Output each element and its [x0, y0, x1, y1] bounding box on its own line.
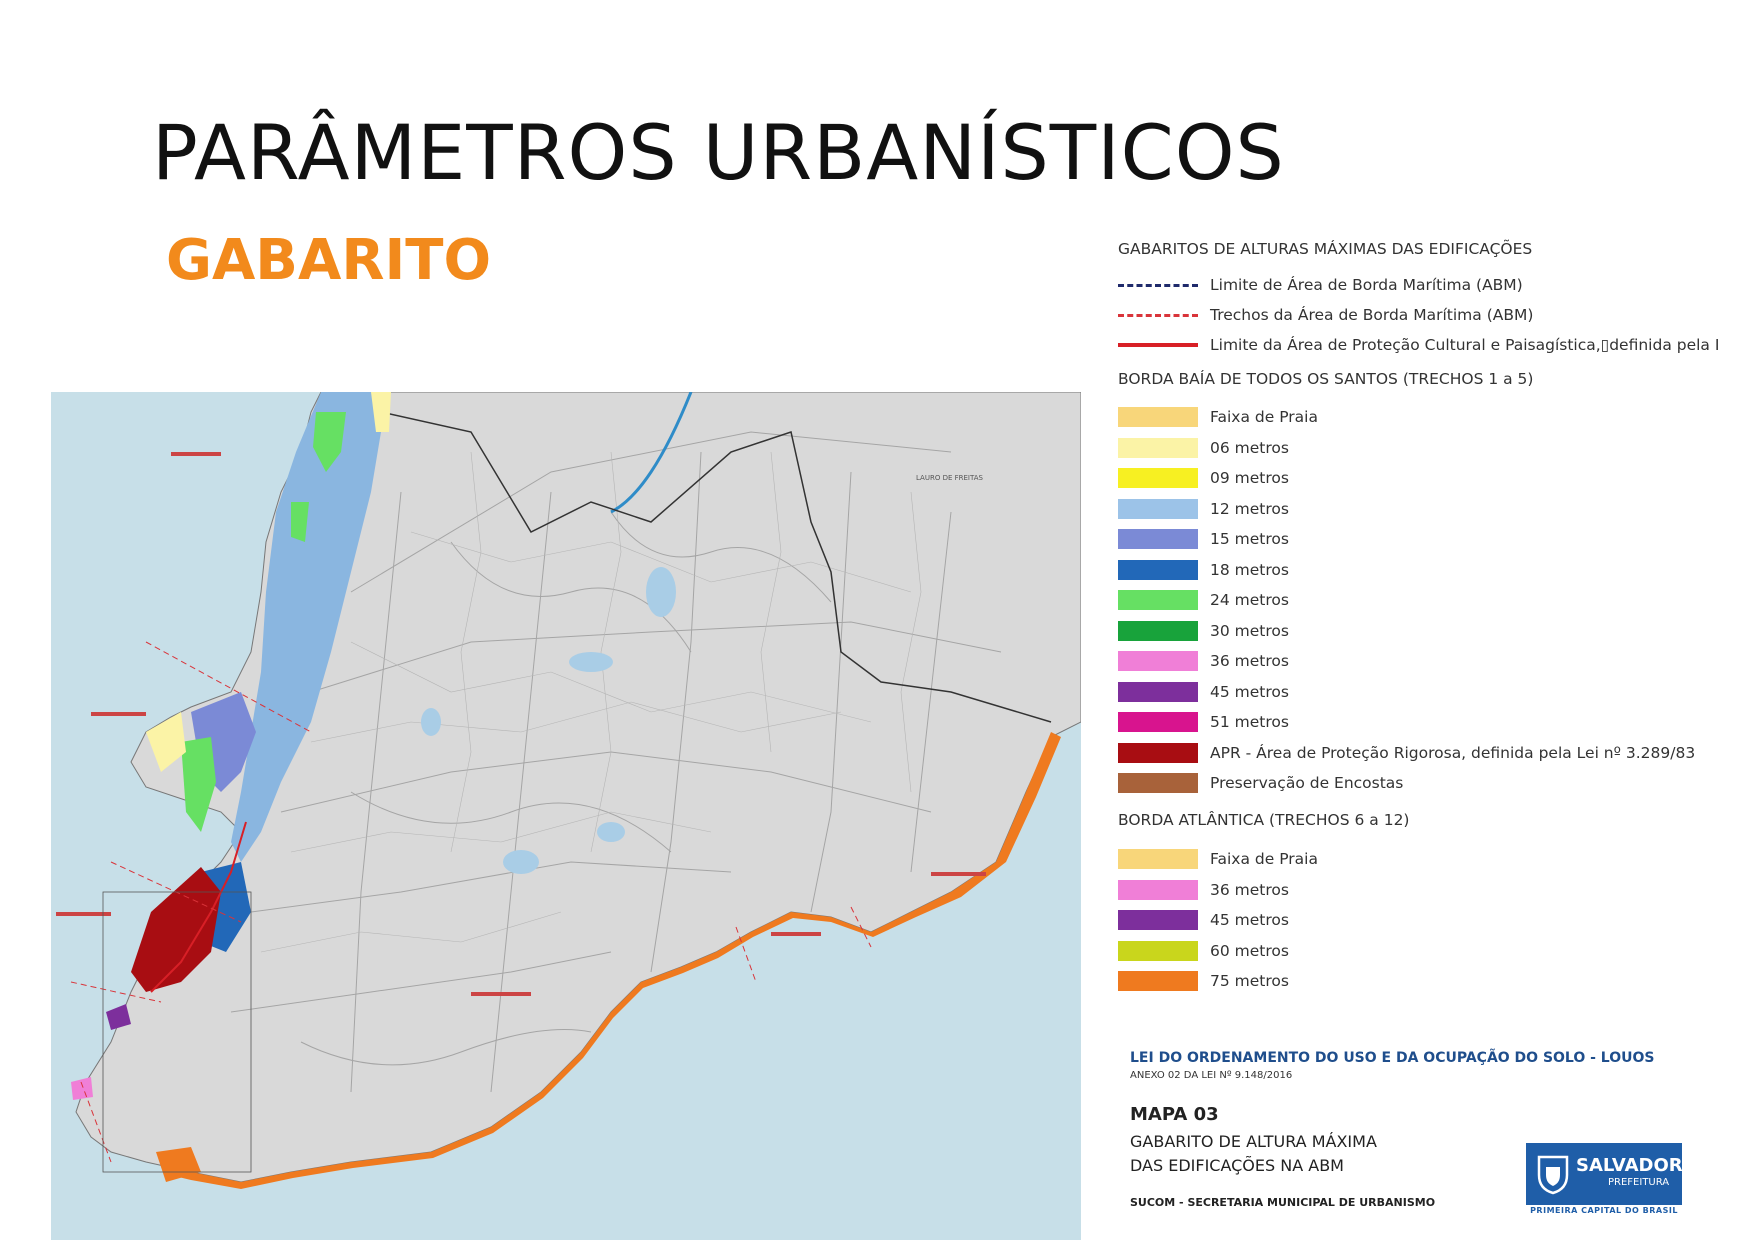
legend-item: Faixa de Praia — [1118, 848, 1318, 870]
legend-item: 60 metros — [1118, 940, 1289, 962]
legend-item-label: 36 metros — [1210, 652, 1289, 670]
salvador-logo: SALVADOR PREFEITURA — [1526, 1143, 1683, 1205]
legend-swatch — [1118, 742, 1198, 763]
zone-24m-mid — [291, 502, 309, 542]
legend-item-label: Preservação de Encostas — [1210, 774, 1404, 792]
legend-item: 75 metros — [1118, 970, 1289, 992]
legend-swatch — [1118, 879, 1198, 900]
legend-swatch — [1118, 407, 1198, 427]
zoning-map: LAURO DE FREITAS — [51, 392, 1081, 1240]
map-boundary — [380, 411, 1052, 723]
legend-swatch — [1118, 529, 1198, 549]
legend-swatch — [1118, 468, 1198, 488]
map-roads — [230, 431, 1002, 1093]
coat-of-arms-icon — [1537, 1155, 1569, 1195]
legend-item: 24 metros — [1118, 589, 1289, 611]
legend-swatch — [1118, 849, 1198, 869]
legend-item-label: 45 metros — [1210, 911, 1289, 929]
legend-item: Faixa de Praia — [1118, 406, 1318, 428]
map-river — [610, 392, 693, 514]
map-number: MAPA 03 — [1130, 1104, 1219, 1125]
legend-swatch — [1118, 910, 1198, 930]
zone-75m-tip — [156, 1147, 201, 1182]
legend-item-label: APR - Área de Proteção Rigorosa, definid… — [1210, 743, 1696, 762]
legend-item-label: 30 metros — [1210, 621, 1289, 640]
legend-item-label: 09 metros — [1210, 469, 1289, 487]
law-annex: ANEXO 02 DA LEI Nº 9.148/2016 — [1130, 1070, 1293, 1081]
zone-apr — [131, 867, 221, 992]
legend-line-swatch — [1118, 343, 1198, 347]
legend-item: 45 metros — [1118, 909, 1289, 931]
agency-name: SUCOM - SECRETARIA MUNICIPAL DE URBANISM… — [1130, 1196, 1436, 1209]
map-lakes — [421, 567, 676, 874]
zone-06m — [146, 712, 186, 772]
legend-item: 36 metros — [1118, 650, 1289, 672]
legend-line-swatch — [1118, 313, 1198, 317]
map-inset-frame — [102, 891, 252, 1173]
zone-apc-line — [150, 821, 247, 993]
slide-subtitle: GABARITO — [166, 228, 492, 293]
legend-line-apc-limit: Limite da Área de Proteção Cultural e Pa… — [1118, 334, 1719, 356]
legend-item: 51 metros — [1118, 711, 1289, 733]
legend-line-swatch — [1118, 283, 1198, 287]
legend-item: 15 metros — [1118, 528, 1289, 550]
law-title: LEI DO ORDENAMENTO DO USO E DA OCUPAÇÃO … — [1130, 1050, 1655, 1066]
slide-title: PARÂMETROS URBANÍSTICOS — [152, 108, 1285, 197]
legend-swatch — [1118, 559, 1198, 580]
legend-line-abm-limit: Limite de Área de Borda Marítima (ABM) — [1118, 274, 1523, 296]
logo-tagline: PRIMEIRA CAPITAL DO BRASIL — [1530, 1206, 1678, 1215]
legend-item: 30 metros — [1118, 620, 1289, 642]
legend-item-label: Faixa de Praia — [1210, 850, 1318, 868]
legend-swatch — [1118, 712, 1198, 732]
map-minor-roads — [260, 451, 922, 953]
legend-item-label: 75 metros — [1210, 972, 1289, 990]
legend-swatch — [1118, 681, 1198, 702]
logo-name: SALVADOR — [1576, 1155, 1683, 1176]
logo-sub: PREFEITURA — [1608, 1177, 1670, 1188]
legend-item: 36 metros — [1118, 879, 1289, 901]
zone-24m-south — [181, 737, 216, 832]
legend-item-label: 06 metros — [1210, 438, 1289, 457]
legend-swatch — [1118, 620, 1198, 641]
legend-item: 06 metros — [1118, 437, 1289, 459]
zone-faixa-praia-baia — [371, 392, 391, 432]
legend-swatch — [1118, 590, 1198, 610]
legend-item-label: Faixa de Praia — [1210, 408, 1318, 426]
legend-swatch — [1118, 940, 1198, 961]
legend-item: 12 metros — [1118, 498, 1289, 520]
zone-24m-north — [313, 412, 346, 472]
legend-line-abm-trechos: Trechos da Área de Borda Marítima (ABM) — [1118, 304, 1533, 326]
legend-item-label: 24 metros — [1210, 591, 1289, 609]
legend-item-label: 45 metros — [1210, 682, 1289, 701]
zone-36m-baia — [71, 1077, 93, 1100]
legend-swatch — [1118, 437, 1198, 458]
legend-item-label: 18 metros — [1210, 560, 1289, 579]
legend-item: Preservação de Encostas — [1118, 772, 1403, 794]
zone-12m — [231, 392, 381, 862]
legend-line-label: Trechos da Área de Borda Marítima (ABM) — [1210, 306, 1534, 324]
map-description-line1: GABARITO DE ALTURA MÁXIMA — [1130, 1132, 1377, 1151]
legend-swatch — [1118, 651, 1198, 671]
legend-item-label: 15 metros — [1210, 530, 1289, 548]
legend-section-atlantica-heading: BORDA ATLÂNTICA (TRECHOS 6 a 12) — [1118, 811, 1410, 829]
legend-item: APR - Área de Proteção Rigorosa, definid… — [1118, 742, 1695, 764]
legend-swatch — [1118, 971, 1198, 991]
legend-item-label: 60 metros — [1210, 941, 1289, 960]
legend-swatch — [1118, 773, 1198, 793]
legend-line-label: Limite de Área de Borda Marítima (ABM) — [1210, 276, 1523, 294]
legend-item: 09 metros — [1118, 467, 1289, 489]
zone-45m-baia — [106, 1004, 131, 1030]
legend-section-baia-heading: BORDA BAÍA DE TODOS OS SANTOS (TRECHOS 1… — [1118, 370, 1534, 388]
legend-item: 18 metros — [1118, 559, 1289, 581]
legend-item-label: 36 metros — [1210, 880, 1289, 899]
map-label-lauro: LAURO DE FREITAS — [916, 474, 984, 482]
legend-item: 45 metros — [1118, 681, 1289, 703]
legend-line-label: Limite da Área de Proteção Cultural e Pa… — [1210, 336, 1720, 354]
map-description-line2: DAS EDIFICAÇÕES NA ABM — [1130, 1156, 1344, 1175]
legend-item-label: 51 metros — [1210, 713, 1289, 731]
map-annotation-marks — [56, 452, 986, 996]
legend-swatch — [1118, 498, 1198, 519]
legend-item-label: 12 metros — [1210, 499, 1289, 518]
legend-heading: GABARITOS DE ALTURAS MÁXIMAS DAS EDIFICA… — [1118, 240, 1533, 258]
